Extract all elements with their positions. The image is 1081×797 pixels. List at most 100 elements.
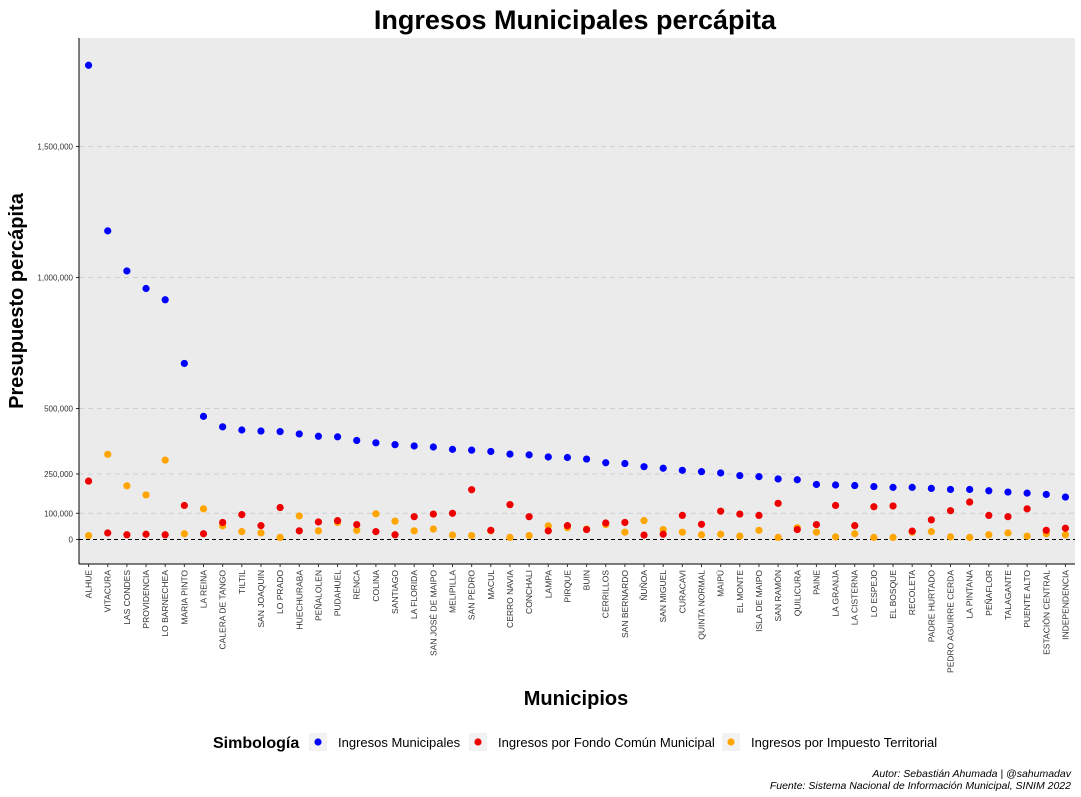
data-point bbox=[123, 482, 131, 490]
data-point bbox=[717, 530, 725, 538]
x-tick-label: PEDRO AGUIRRE CERDA bbox=[946, 570, 956, 673]
data-point bbox=[717, 469, 725, 477]
x-tick-label: HUECHURABA bbox=[294, 570, 304, 630]
x-tick-label: BUIN bbox=[582, 570, 592, 590]
data-point bbox=[1042, 490, 1050, 499]
data-point bbox=[985, 487, 993, 495]
legend-label: Ingresos por Impuesto Territorial bbox=[751, 735, 937, 750]
x-tick-label: QUINTA NORMAL bbox=[697, 570, 707, 640]
x-tick-label: INDEPENDENCIA bbox=[1060, 570, 1070, 640]
data-point bbox=[219, 518, 227, 527]
data-point bbox=[372, 528, 380, 536]
data-point bbox=[755, 511, 763, 519]
y-tick-label: 500,000 bbox=[44, 405, 73, 414]
data-point bbox=[506, 533, 514, 542]
x-tick-label: MARIA PINTO bbox=[179, 570, 189, 625]
x-tick-label: ESTACIÓN CENTRAL bbox=[1041, 570, 1051, 655]
data-point bbox=[468, 531, 476, 540]
x-tick-label: CERRO NAVIA bbox=[505, 570, 515, 628]
data-point bbox=[142, 284, 150, 293]
data-point bbox=[755, 473, 763, 481]
legend-marker bbox=[314, 738, 322, 746]
x-tick-label: LO BARNECHEA bbox=[160, 570, 170, 637]
data-point bbox=[104, 227, 112, 235]
data-point bbox=[238, 426, 246, 434]
data-point bbox=[391, 531, 399, 539]
data-point bbox=[257, 427, 265, 435]
x-tick-label: TILTIL bbox=[237, 570, 247, 594]
data-point bbox=[697, 531, 706, 539]
chart-title: Ingresos Municipales percápita bbox=[374, 5, 777, 35]
data-point bbox=[295, 512, 303, 520]
data-point bbox=[410, 513, 418, 521]
data-point bbox=[678, 528, 686, 536]
x-axis: ALHUE VITACURA LAS CONDES PROVIDENCIA LO BAR… bbox=[79, 563, 1075, 673]
data-point bbox=[908, 483, 916, 491]
x-tick-label: PAINE bbox=[811, 570, 821, 595]
data-point bbox=[946, 533, 955, 541]
x-tick-label: SAN JOSÉ DE MAIPO bbox=[428, 570, 438, 656]
data-point bbox=[429, 525, 437, 533]
data-point bbox=[219, 423, 227, 431]
x-tick-label: PEÑAFLOR bbox=[984, 570, 994, 616]
data-point bbox=[946, 507, 955, 515]
data-point bbox=[544, 522, 552, 530]
data-point bbox=[927, 484, 935, 493]
data-point bbox=[468, 486, 476, 494]
x-tick-label: ALHUE bbox=[84, 570, 94, 599]
x-tick-label: CONCHALI bbox=[524, 570, 534, 614]
data-point bbox=[1023, 532, 1031, 540]
data-point bbox=[889, 502, 897, 510]
x-tick-label: PROVIDENCIA bbox=[141, 570, 151, 629]
data-point bbox=[238, 511, 246, 519]
x-tick-label: SAN RAMÓN bbox=[773, 570, 783, 621]
caption-author: Autor: Sebastián Ahumada | @sahumadav bbox=[871, 768, 1071, 780]
data-point bbox=[889, 533, 897, 542]
data-point bbox=[161, 531, 169, 539]
x-tick-label: LA GRANJA bbox=[831, 570, 841, 617]
data-point bbox=[104, 450, 112, 458]
data-point bbox=[429, 510, 437, 518]
y-tick-label: 1,500,000 bbox=[37, 143, 73, 152]
x-tick-label: SAN BERNARDO bbox=[620, 570, 630, 638]
data-point bbox=[717, 507, 725, 515]
data-point bbox=[333, 517, 342, 525]
data-point bbox=[391, 517, 399, 525]
data-point bbox=[640, 463, 648, 471]
legend-title: Simbología bbox=[213, 735, 299, 752]
caption-source: Fuente: Sistema Nacional de Información … bbox=[770, 780, 1071, 792]
data-point bbox=[506, 501, 514, 509]
y-tick-label: 0 bbox=[69, 536, 74, 545]
data-point bbox=[199, 505, 208, 513]
data-point bbox=[831, 501, 840, 510]
data-point bbox=[1004, 529, 1012, 537]
data-point bbox=[104, 529, 112, 537]
x-tick-label: RENCA bbox=[352, 570, 362, 600]
data-point bbox=[544, 527, 552, 535]
data-point bbox=[525, 451, 533, 459]
x-tick-label: MACUL bbox=[486, 570, 496, 600]
data-point bbox=[966, 485, 974, 494]
y-tick-label: 100,000 bbox=[44, 509, 73, 518]
data-point bbox=[621, 459, 629, 468]
x-tick-label: CERRILLOS bbox=[601, 570, 611, 619]
data-point bbox=[391, 441, 399, 449]
data-point bbox=[966, 498, 974, 506]
data-point bbox=[161, 456, 169, 464]
data-point bbox=[582, 455, 591, 463]
data-point bbox=[927, 516, 935, 524]
data-point bbox=[774, 475, 782, 483]
data-point bbox=[506, 450, 514, 458]
x-tick-label: QUILICURA bbox=[792, 570, 802, 617]
data-point bbox=[793, 525, 801, 534]
x-tick-label: MELIPILLA bbox=[448, 570, 458, 613]
data-point bbox=[1023, 489, 1031, 497]
x-tick-label: LA FLORIDA bbox=[409, 570, 419, 619]
data-point bbox=[659, 464, 667, 472]
data-point bbox=[927, 528, 935, 536]
y-axis-title: Presupuesto percápita bbox=[6, 192, 28, 409]
data-point bbox=[487, 526, 495, 534]
y-axis: 0 100,000 250,000 500,000 1,000,000 1,500,000 bbox=[37, 38, 80, 564]
data-point bbox=[640, 517, 648, 525]
